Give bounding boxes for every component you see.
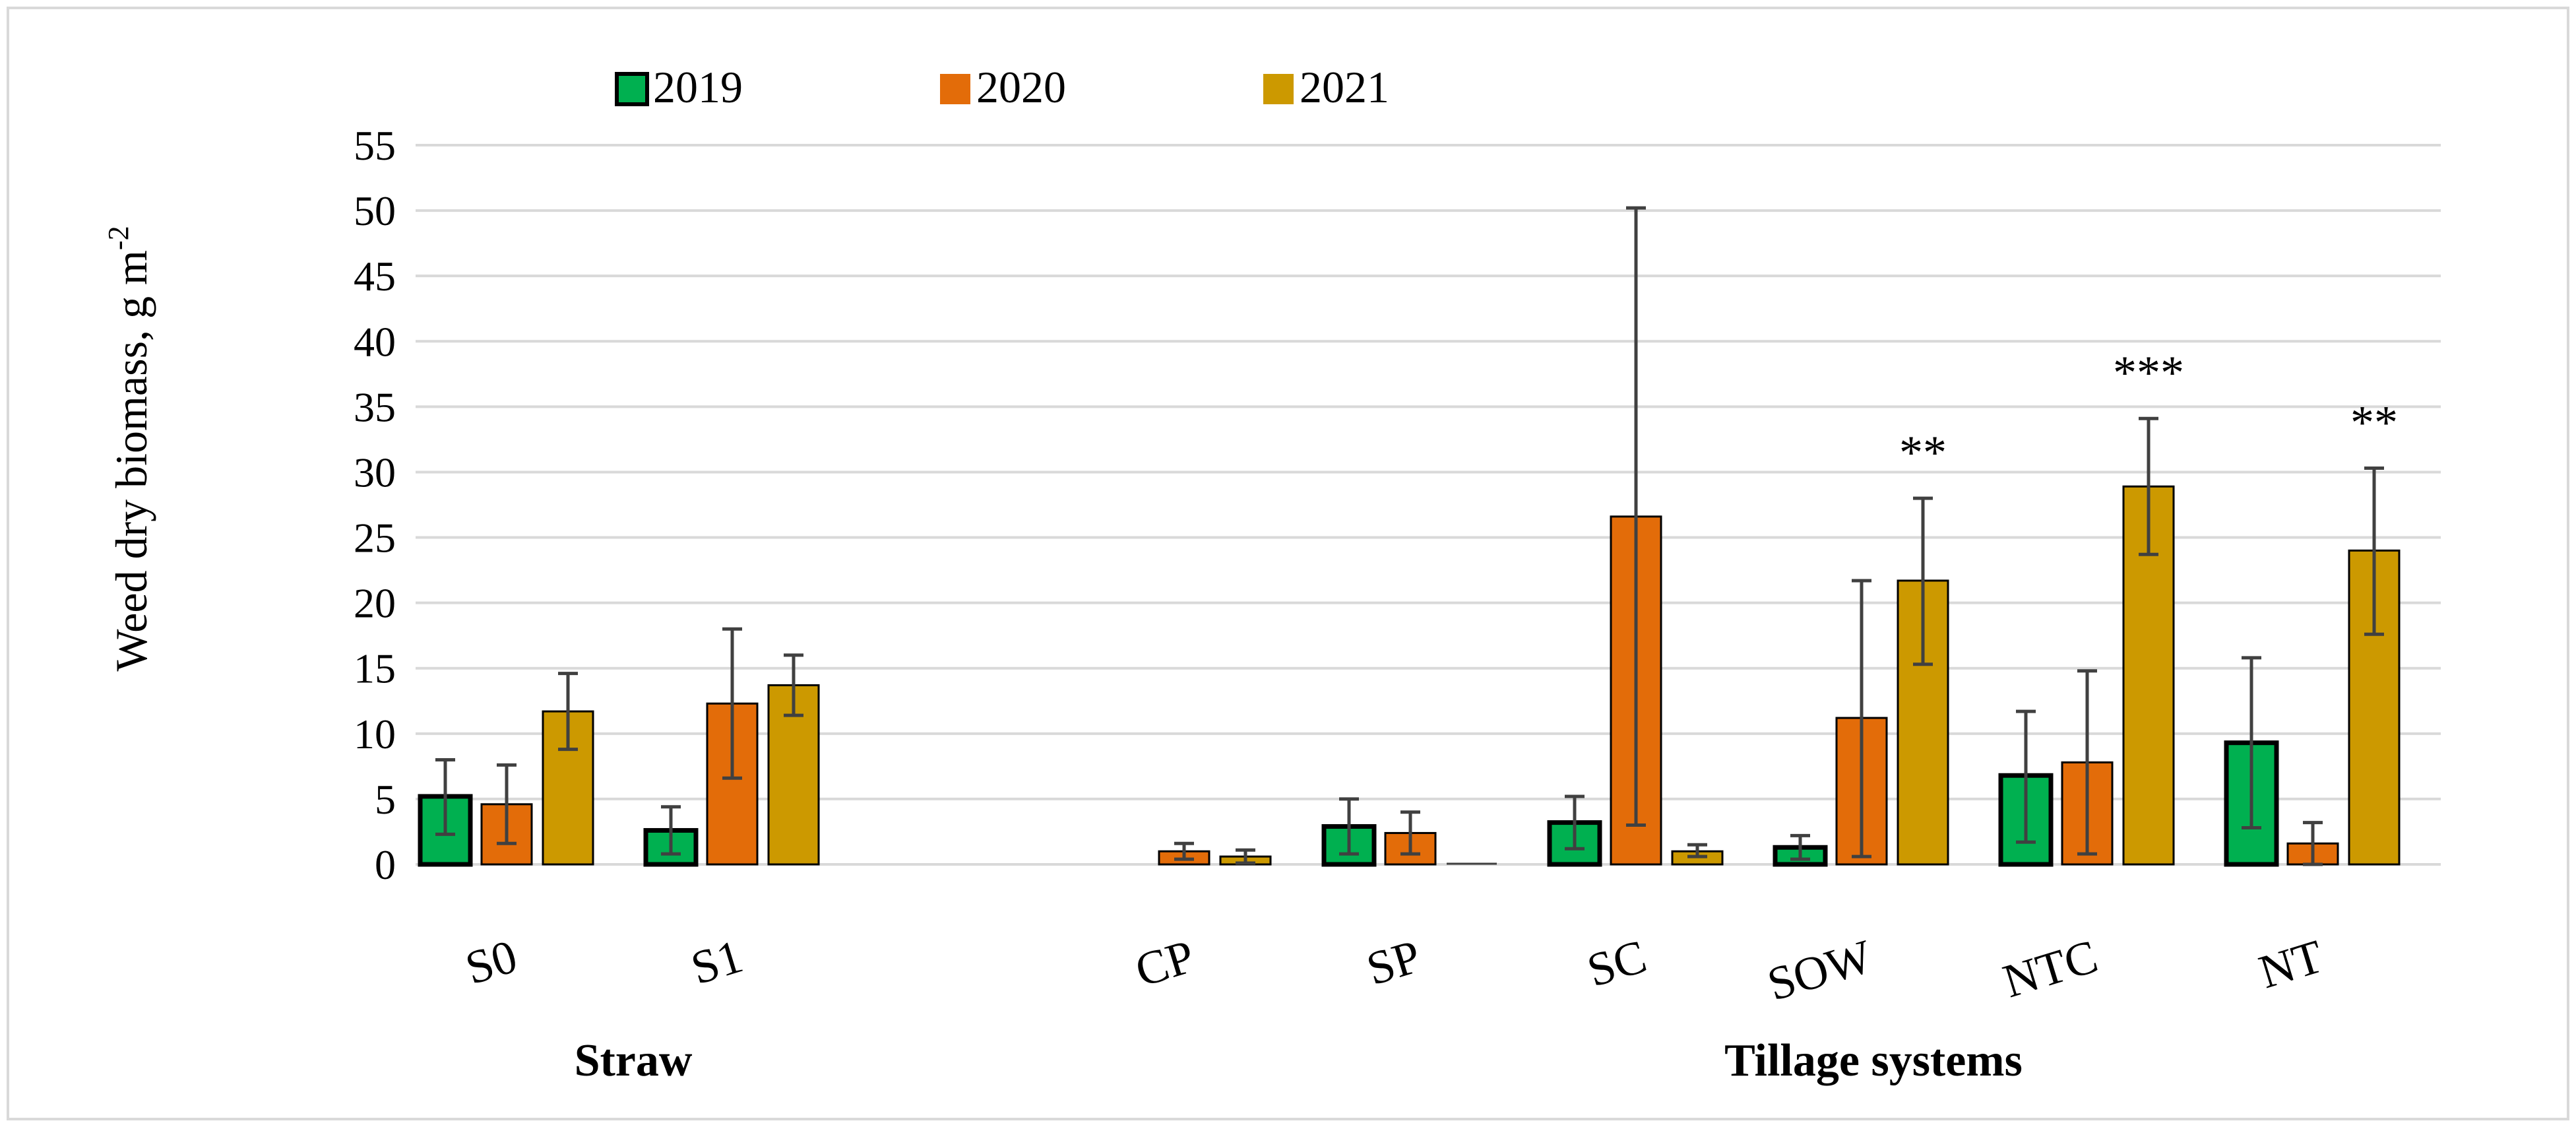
error-bar-2020-S1 [722,627,742,780]
annotations: ******* [1899,346,2398,479]
legend-label: 2019 [653,62,743,112]
significance-annotation: ** [1899,426,1947,479]
y-tick-label: 0 [375,841,396,888]
legend-swatch-2020 [940,74,970,104]
legend-label: 2021 [1300,62,1389,112]
y-tick-label: 10 [354,711,396,757]
y-tick-label: 35 [354,383,396,430]
error-bar-2021-S0 [558,672,578,752]
error-bar-2020-NTC [2077,669,2097,856]
significance-annotation: *** [2113,346,2184,399]
error-bar-2021-NT [2364,467,2384,636]
error-bar-2020-SOW [1852,579,1871,858]
error-bar-2019-SOW [1790,833,1810,861]
chart-frame [7,7,2569,1120]
y-tick-label: 45 [354,253,396,300]
error-bar-2020-SP [1400,810,1420,856]
error-bar-2019-S0 [435,757,455,836]
y-axis-label: Weed dry biomass, g m-2 [102,226,156,671]
y-tick-label: 20 [354,580,396,627]
group-labels: Straw Tillage systems [575,1035,2023,1086]
error-bar-2020-S0 [497,763,517,845]
error-bar-2019-NTC [2016,709,2036,844]
group-label: Tillage systems [1724,1035,2023,1086]
y-axis-ticks: 0 5 10 15 20 25 30 35 40 45 50 55 [354,122,396,888]
error-bars [435,206,2384,866]
legend-swatch-2021 [1263,74,1294,104]
y-tick-label: 40 [354,318,396,365]
error-bar-2021-SC [1687,843,1707,858]
error-bar-2021-SOW [1913,496,1933,666]
error-bar-2020-CP [1174,841,1194,861]
y-tick-label: 15 [354,645,396,692]
legend-label: 2020 [976,62,1066,112]
error-bar-2019-SC [1565,794,1585,851]
error-bar-2019-NT [2242,656,2261,830]
error-bar-2021-CP [1236,848,1255,865]
group-label: Straw [575,1035,693,1086]
error-bar-2020-SC [1626,206,1646,827]
significance-annotation: ** [2350,397,2398,449]
y-tick-label: 5 [375,776,396,823]
error-bar-2021-S1 [784,653,803,717]
error-bar-2019-S1 [661,805,681,856]
error-bar-2021-NTC [2139,416,2158,556]
error-bar-2019-SP [1339,797,1359,856]
legend: 2019 2020 2021 [615,62,1389,112]
y-tick-label: 55 [354,122,396,169]
y-tick-label: 30 [354,449,396,496]
error-bar-2020-NT [2303,821,2323,866]
y-tick-label: 50 [354,187,396,234]
y-axis-label-superscript: -2 [102,226,135,250]
y-tick-label: 25 [354,515,396,562]
legend-swatch-2019 [615,72,649,106]
